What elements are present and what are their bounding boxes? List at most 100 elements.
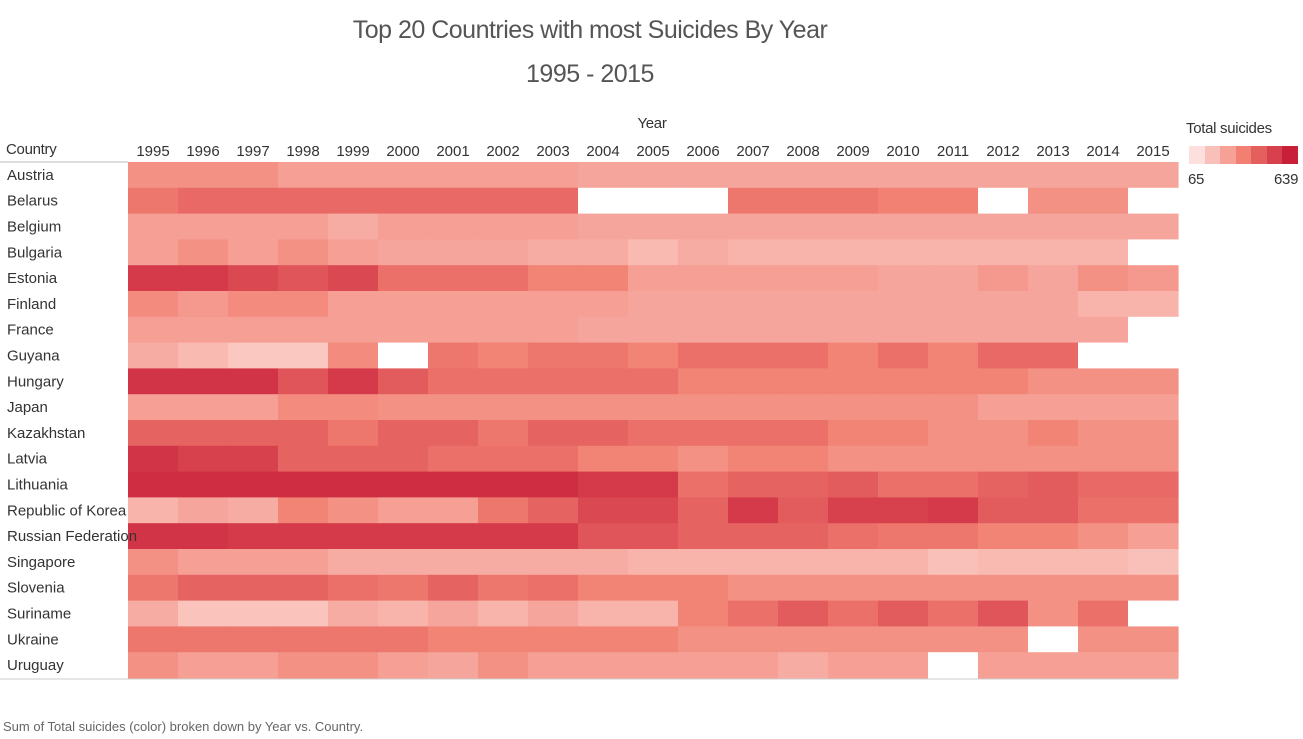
- heatmap-cell: [378, 549, 429, 576]
- heatmap-cell: [1128, 342, 1179, 369]
- heatmap-cell: [128, 420, 179, 447]
- heatmap-cell: [1028, 600, 1079, 627]
- y-tick-label: Russian Federation: [7, 528, 137, 545]
- heatmap-cell: [878, 394, 929, 421]
- x-tick-label: 2009: [836, 143, 869, 160]
- heatmap-cell: [278, 523, 329, 550]
- heatmap-cell: [628, 549, 679, 576]
- heatmap-cell: [478, 420, 529, 447]
- x-tick-label: 2008: [786, 143, 819, 160]
- heatmap-cell: [728, 549, 779, 576]
- heatmap-cell: [428, 265, 479, 292]
- heatmap-cell: [628, 471, 679, 498]
- heatmap-cell: [228, 265, 279, 292]
- heatmap-cell: [528, 316, 579, 344]
- heatmap-cell: [128, 239, 179, 266]
- heatmap-cell: [678, 420, 729, 447]
- y-tick-label: Republic of Korea: [7, 502, 127, 519]
- heatmap-cell: [628, 316, 679, 344]
- heatmap-cell: [1128, 600, 1179, 627]
- heatmap-cell: [528, 523, 579, 550]
- heatmap-cell: [1128, 626, 1179, 653]
- heatmap-cell: [228, 291, 279, 318]
- x-tick-label: 1996: [186, 143, 219, 160]
- heatmap-cell: [478, 523, 529, 550]
- x-tick-label: 2003: [536, 143, 569, 160]
- heatmap-cell: [728, 445, 779, 473]
- heatmap-cell: [1128, 497, 1179, 524]
- heatmap-cell: [778, 600, 829, 627]
- heatmap-cell: [628, 523, 679, 550]
- heatmap-cell: [728, 626, 779, 653]
- y-tick-label: Kazakhstan: [7, 425, 85, 442]
- heatmap-cell: [278, 497, 329, 524]
- heatmap-cell: [578, 342, 629, 369]
- heatmap-cell: [1078, 239, 1129, 266]
- x-tick-label: 1995: [136, 143, 169, 160]
- heatmap-cell: [328, 471, 379, 498]
- x-tick-label: 2013: [1036, 143, 1069, 160]
- heatmap-cell: [878, 368, 929, 395]
- heatmap-cell: [378, 652, 429, 679]
- heatmap-cell: [678, 394, 729, 421]
- heatmap-cell: [428, 600, 479, 627]
- heatmap-cell: [678, 626, 729, 653]
- heatmap-cell: [878, 600, 929, 627]
- heatmap-cell: [278, 652, 329, 679]
- heatmap-cell: [128, 626, 179, 653]
- heatmap-cell: [328, 187, 379, 215]
- heatmap-cell: [828, 471, 879, 498]
- heatmap-cell: [478, 265, 529, 292]
- heatmap-cell: [278, 291, 329, 318]
- heatmap-cell: [1128, 471, 1179, 498]
- y-tick-label: Bulgaria: [7, 244, 63, 261]
- heatmap-cell: [1128, 445, 1179, 473]
- heatmap-cell: [1028, 368, 1079, 395]
- heatmap-cell: [278, 316, 329, 344]
- heatmap-cell: [428, 213, 479, 240]
- heatmap-cell: [628, 394, 679, 421]
- heatmap-cell: [828, 368, 879, 395]
- heatmap-cell: [478, 626, 529, 653]
- heatmap-cell: [478, 549, 529, 576]
- heatmap-cell: [878, 574, 929, 602]
- heatmap-cell: [878, 626, 929, 653]
- heatmap-cell: [1128, 394, 1179, 421]
- heatmap-cell: [1078, 600, 1129, 627]
- heatmap-cell: [478, 291, 529, 318]
- heatmap-cell: [878, 239, 929, 266]
- heatmap-cell: [978, 239, 1029, 266]
- heatmap-cell: [278, 213, 329, 240]
- heatmap-cell: [878, 523, 929, 550]
- heatmap-cell: [528, 342, 579, 369]
- heatmap-cell: [428, 626, 479, 653]
- heatmap-cell: [178, 162, 229, 189]
- heatmap-cell: [178, 445, 229, 473]
- heatmap-cell: [728, 213, 779, 240]
- heatmap-cell: [378, 342, 429, 369]
- heatmap-cell: [628, 626, 679, 653]
- heatmap-cell: [778, 239, 829, 266]
- heatmap-cell: [878, 265, 929, 292]
- heatmap-cell: [428, 445, 479, 473]
- heatmap-cell: [178, 394, 229, 421]
- x-tick-label: 2012: [986, 143, 1019, 160]
- heatmap-cell: [878, 420, 929, 447]
- heatmap-cell: [578, 239, 629, 266]
- heatmap-cell: [828, 162, 879, 189]
- heatmap-cell: [478, 497, 529, 524]
- heatmap-cell: [778, 162, 829, 189]
- heatmap-cell: [628, 291, 679, 318]
- heatmap-cell: [328, 368, 379, 395]
- y-tick-label: Japan: [7, 399, 48, 416]
- heatmap-cell: [878, 342, 929, 369]
- y-tick-label: Singapore: [7, 554, 75, 571]
- heatmap-cell: [328, 394, 379, 421]
- heatmap-cell: [478, 316, 529, 344]
- heatmap-cell: [328, 574, 379, 602]
- heatmap-cell: [978, 626, 1029, 653]
- heatmap-cell: [878, 162, 929, 189]
- heatmap-cell: [378, 471, 429, 498]
- heatmap-cell: [228, 600, 279, 627]
- heatmap-cell: [828, 291, 879, 318]
